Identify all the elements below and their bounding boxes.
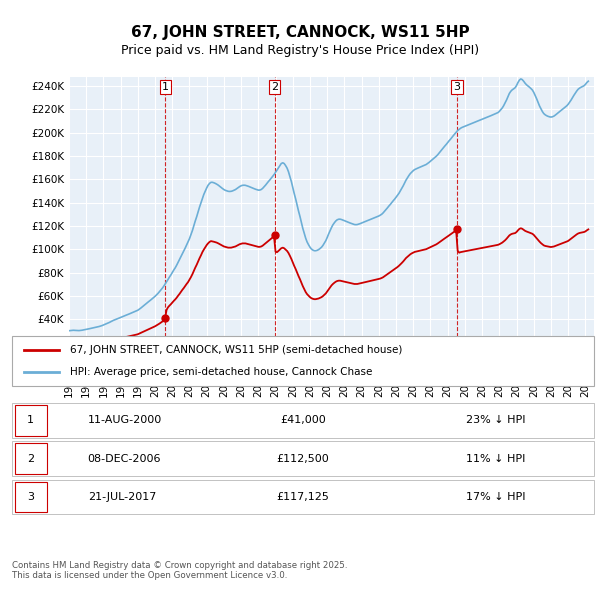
Text: 11% ↓ HPI: 11% ↓ HPI <box>466 454 526 464</box>
Text: 3: 3 <box>454 82 461 92</box>
Text: £112,500: £112,500 <box>277 454 329 464</box>
Text: 21-JUL-2017: 21-JUL-2017 <box>88 492 156 502</box>
Text: Price paid vs. HM Land Registry's House Price Index (HPI): Price paid vs. HM Land Registry's House … <box>121 44 479 57</box>
FancyBboxPatch shape <box>15 481 47 512</box>
FancyBboxPatch shape <box>12 403 594 438</box>
Text: 17% ↓ HPI: 17% ↓ HPI <box>466 492 526 502</box>
Text: £41,000: £41,000 <box>280 415 326 425</box>
Text: 67, JOHN STREET, CANNOCK, WS11 5HP: 67, JOHN STREET, CANNOCK, WS11 5HP <box>131 25 469 40</box>
FancyBboxPatch shape <box>12 480 594 514</box>
Text: HPI: Average price, semi-detached house, Cannock Chase: HPI: Average price, semi-detached house,… <box>70 368 373 378</box>
Text: Contains HM Land Registry data © Crown copyright and database right 2025.
This d: Contains HM Land Registry data © Crown c… <box>12 560 347 580</box>
Text: 67, JOHN STREET, CANNOCK, WS11 5HP (semi-detached house): 67, JOHN STREET, CANNOCK, WS11 5HP (semi… <box>70 345 403 355</box>
Text: 23% ↓ HPI: 23% ↓ HPI <box>466 415 526 425</box>
Text: 11-AUG-2000: 11-AUG-2000 <box>88 415 162 425</box>
FancyBboxPatch shape <box>15 444 47 474</box>
Text: 2: 2 <box>27 454 34 464</box>
Text: £117,125: £117,125 <box>277 492 329 502</box>
Text: 1: 1 <box>27 415 34 425</box>
Text: 3: 3 <box>27 492 34 502</box>
Text: 1: 1 <box>162 82 169 92</box>
FancyBboxPatch shape <box>12 441 594 476</box>
FancyBboxPatch shape <box>12 336 594 386</box>
Text: 08-DEC-2006: 08-DEC-2006 <box>88 454 161 464</box>
FancyBboxPatch shape <box>15 405 47 435</box>
Text: 2: 2 <box>271 82 278 92</box>
